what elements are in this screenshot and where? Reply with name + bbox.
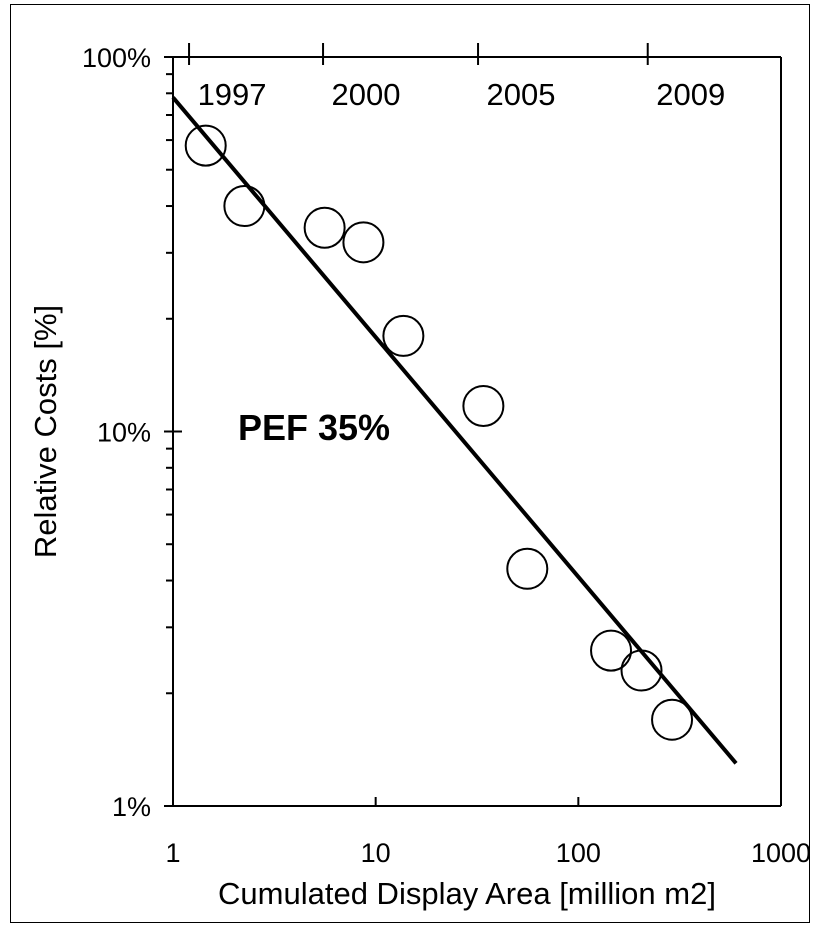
data-point — [590, 629, 633, 672]
pef-annotation: PEF 35% — [238, 407, 390, 448]
x-tick-label: 1000 — [751, 838, 811, 868]
data-point — [651, 698, 694, 741]
x-tick-label: 10 — [361, 838, 391, 868]
year-label: 1997 — [198, 77, 267, 112]
trendline-group — [171, 96, 738, 765]
data-point — [303, 206, 346, 249]
labels-group: 1% 10% 100% 1 10 100 1000 1997 2000 2005 2009 — [82, 43, 811, 868]
y-tick-label: 10% — [97, 418, 151, 448]
data-point — [184, 124, 227, 167]
data-point — [506, 547, 549, 590]
x-axis-label: Cumulated Display Area [million m2] — [218, 876, 716, 911]
y-tick-label: 1% — [112, 792, 151, 822]
trendline — [171, 96, 738, 765]
data-point — [620, 649, 663, 692]
x-tick-label: 1 — [165, 838, 180, 868]
year-label: 2009 — [656, 77, 725, 112]
data-point — [342, 221, 385, 264]
y-axis-label: Relative Costs [%] — [28, 305, 63, 558]
y-tick-label: 100% — [82, 43, 151, 73]
chart-frame — [10, 4, 810, 923]
ticks-group — [164, 43, 782, 807]
points-group — [184, 124, 694, 741]
data-point — [223, 185, 266, 228]
year-label: 2000 — [332, 77, 401, 112]
data-point — [382, 314, 425, 357]
year-label: 2005 — [487, 77, 556, 112]
x-tick-label: 100 — [556, 838, 601, 868]
data-point — [462, 384, 505, 427]
